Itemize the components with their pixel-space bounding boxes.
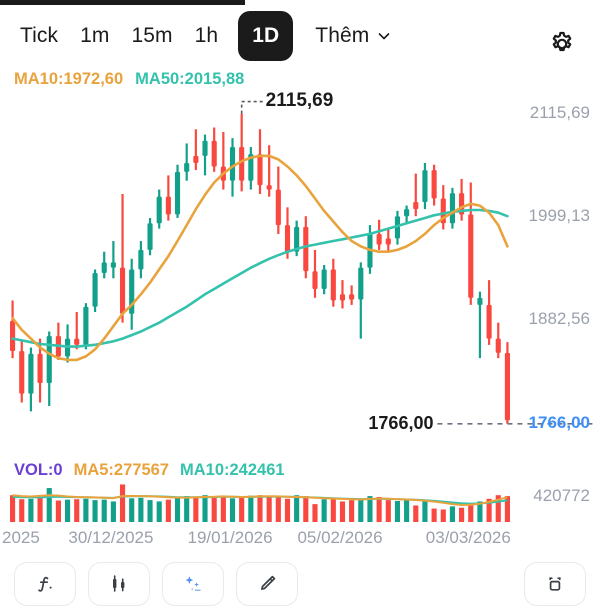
function-fx-icon xyxy=(33,572,57,596)
timeframe-label: 1m xyxy=(80,24,110,47)
timeframe-15m[interactable]: 15m xyxy=(132,17,173,55)
price-chart-panel[interactable]: MA10:1972,60 MA50:2015,88 2115,69 1766,0… xyxy=(0,66,600,458)
volume-plot xyxy=(10,484,510,522)
timeframe-more[interactable]: Thêm xyxy=(315,17,391,55)
candlestick-chart-icon xyxy=(107,572,131,596)
timeframe-label: 15m xyxy=(131,24,173,47)
timeframe-1d[interactable]: 1D xyxy=(238,11,294,61)
ma50-legend: MA50:2015,88 xyxy=(135,70,245,88)
date-axis-tick: 19/01/2026 xyxy=(187,528,273,547)
ma10-legend: MA10:1972,60 xyxy=(14,70,124,88)
price-axis-tick: 1999,13 xyxy=(528,205,590,225)
timeframe-label: Tick xyxy=(20,24,59,47)
volume-ma5-legend: MA5:277567 xyxy=(73,461,169,479)
price-axis-tick: 2115,69 xyxy=(529,102,590,122)
fullscreen-expand-icon xyxy=(543,572,567,596)
date-axis-tick: 03/03/2026 xyxy=(425,528,511,547)
price-legend: MA10:1972,60 MA50:2015,88 xyxy=(14,70,244,89)
timeframe-label: Thêm xyxy=(315,24,370,47)
timeframe-1m[interactable]: 1m xyxy=(80,17,109,55)
timeframe-label: 1D xyxy=(252,24,280,47)
fullscreen-button[interactable] xyxy=(524,562,586,606)
chart-type-button[interactable] xyxy=(88,562,150,606)
timeframe-1h[interactable]: 1h xyxy=(195,17,219,55)
price-axis-tick: 1766,00 xyxy=(528,412,590,432)
high-price-marker: 2115,69 xyxy=(265,89,334,111)
candlestick-plot xyxy=(10,100,596,425)
timeframe-tick[interactable]: Tick xyxy=(20,17,58,55)
vol-legend-value: VOL:0 xyxy=(14,461,63,479)
volume-ma10-legend: MA10:242461 xyxy=(179,461,285,479)
indicator-fx-button[interactable] xyxy=(14,562,76,606)
price-axis-tick: 1882,56 xyxy=(528,309,590,329)
gear-icon[interactable] xyxy=(548,30,576,58)
volume-legend: VOL:0 MA5:277567 MA10:242461 xyxy=(14,461,285,480)
timeframe-label: 1h xyxy=(194,24,219,47)
chart-tools-bar xyxy=(0,562,600,606)
date-axis-tick: 2025 xyxy=(2,528,40,547)
top-progress-indicator xyxy=(0,0,245,5)
ai-analysis-button[interactable] xyxy=(162,562,224,606)
pencil-draw-icon xyxy=(255,572,279,596)
date-axis-tick: 30/12/2025 xyxy=(68,528,154,547)
date-axis: 2025 30/12/2025 19/01/2026 05/02/2026 03/03/… xyxy=(0,528,600,552)
volume-axis-tick: 420772 xyxy=(533,486,590,505)
ai-sparkle-icon xyxy=(181,572,205,596)
draw-tool-button[interactable] xyxy=(236,562,298,606)
date-axis-tick: 05/02/2026 xyxy=(297,528,383,547)
chevron-down-icon xyxy=(377,29,391,43)
timeframe-toolbar: Tick 1m 15m 1h 1D Thêm xyxy=(0,8,600,64)
price-axis: 2115,69 1999,13 1882,56 1766,00 xyxy=(504,66,600,458)
low-price-marker: 1766,00 xyxy=(365,412,437,434)
volume-chart-panel[interactable]: VOL:0 MA5:277567 MA10:242461 420772 xyxy=(0,458,600,530)
